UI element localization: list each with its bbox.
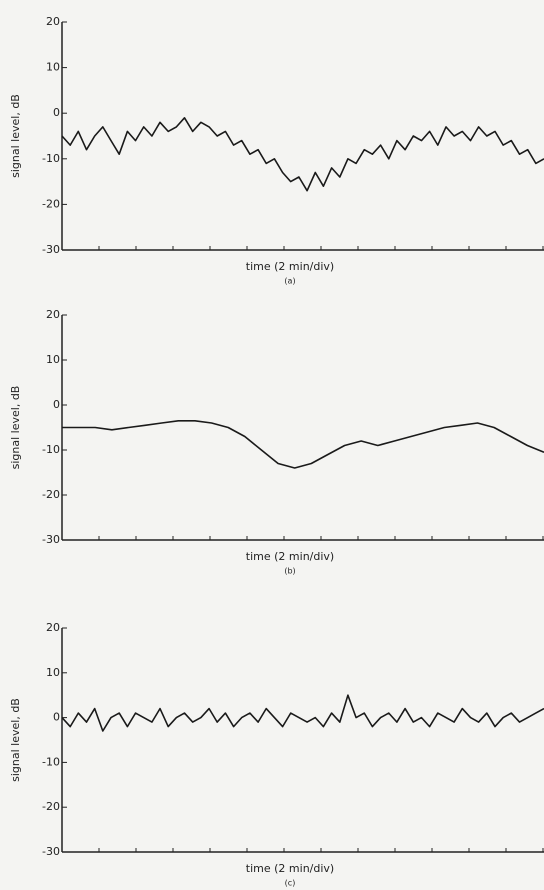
y-tick-label: -30 <box>42 845 60 858</box>
y-tick-label: 10 <box>46 353 60 366</box>
y-tick-label: -20 <box>42 197 60 210</box>
y-tick-label: 0 <box>53 106 60 119</box>
caption: (c) <box>285 879 296 888</box>
signal-line <box>62 420 544 469</box>
y-tick-label: 10 <box>46 666 60 679</box>
y-tick-label: -10 <box>42 443 60 456</box>
signal-line <box>61 117 544 192</box>
x-axis-label: time (2 min/div) <box>246 862 334 875</box>
y-tick-label: -10 <box>42 152 60 165</box>
y-tick-label: 20 <box>46 621 60 634</box>
signal-line <box>61 694 544 732</box>
y-axis-label: signal level, dB <box>9 698 22 782</box>
y-tick-label: -10 <box>42 755 60 768</box>
y-tick-label: -30 <box>42 243 60 256</box>
y-tick-label: -20 <box>42 800 60 813</box>
y-axis-label: signal level, dB <box>9 386 22 470</box>
y-tick-label: 20 <box>46 308 60 321</box>
y-tick-label: 10 <box>46 61 60 74</box>
y-tick-label: 0 <box>53 711 60 724</box>
y-tick-label: 0 <box>53 398 60 411</box>
x-axis-label: time (2 min/div) <box>246 550 334 563</box>
caption: (a) <box>284 277 295 286</box>
y-tick-label: -30 <box>42 533 60 546</box>
y-tick-label: -20 <box>42 488 60 501</box>
y-tick-label: 20 <box>46 15 60 28</box>
x-axis-label: time (2 min/div) <box>246 260 334 273</box>
caption: (b) <box>284 567 295 576</box>
y-axis-label: signal level, dB <box>9 94 22 178</box>
